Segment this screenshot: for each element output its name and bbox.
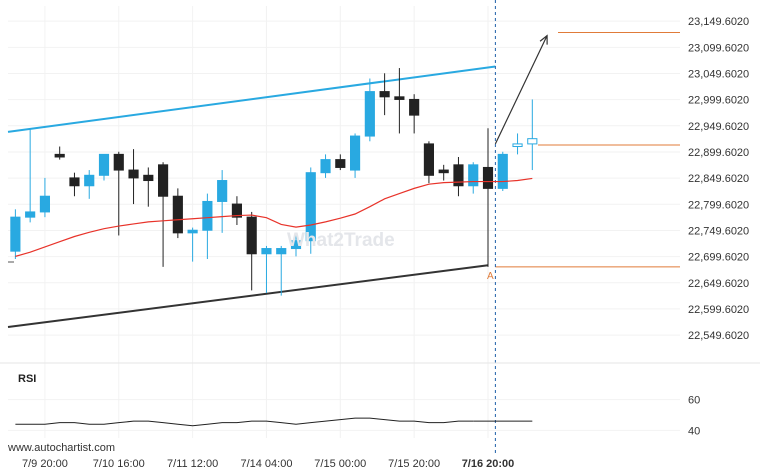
price-tick-label: 23,049.6020 (688, 68, 749, 80)
price-tick-label: 23,099.6020 (688, 42, 749, 54)
time-tick-label: 7/10 16:00 (93, 458, 145, 470)
candle-body (54, 153, 65, 158)
price-tick-label: 22,699.6020 (688, 252, 749, 264)
candle-body (202, 200, 213, 231)
price-tick-label: 22,849.6020 (688, 173, 749, 185)
candle-body (10, 216, 21, 252)
candle-body (276, 248, 287, 255)
candle-body (409, 98, 420, 116)
time-tick-label: 7/14 04:00 (240, 458, 292, 470)
candle-body (84, 174, 95, 187)
support-line (7, 264, 489, 329)
watermark: What2Trade (287, 230, 395, 251)
time-tick-label: 7/16 20:00 (462, 458, 515, 470)
candle-body (113, 153, 124, 171)
time-tick-label: 7/15 20:00 (388, 458, 440, 470)
candle-body (69, 177, 80, 187)
pattern-point-label: A (487, 271, 494, 282)
candle-body (39, 195, 51, 213)
candle-body (527, 138, 538, 145)
axes: 23,149.6020 23,099.6020 23,049.6020 22,999.… (22, 16, 749, 470)
price-tick-label: 22,799.6020 (688, 199, 749, 211)
candle-body (157, 164, 169, 197)
candle-body (128, 169, 139, 179)
price-tick-label: 22,599.6020 (688, 304, 749, 316)
candle-body (453, 164, 464, 187)
candle-body (394, 96, 405, 100)
price-tick-label: 23,149.6020 (688, 16, 749, 28)
rsi-level-label: 60 (688, 395, 700, 407)
time-tick-label: 7/11 12:00 (167, 458, 218, 470)
main-plot: A (7, 0, 680, 455)
source-footer: www.autochartist.com (8, 442, 115, 454)
candle-body (349, 135, 361, 171)
candle-body (335, 159, 346, 168)
moving-average-line (15, 177, 533, 257)
price-tick-label: 22,749.6020 (688, 225, 749, 237)
projection-arrow (494, 35, 548, 145)
candle-body (423, 143, 435, 176)
candle-body (143, 174, 154, 182)
candle-body (305, 172, 316, 242)
price-tick-label: 22,949.6020 (688, 121, 749, 133)
projection-arrow-head (539, 34, 548, 45)
time-tick-label: 7/15 00:00 (314, 458, 366, 470)
candle-body (290, 240, 302, 250)
grid-layer (8, 6, 680, 438)
candle-body (217, 180, 228, 202)
candle-body (246, 216, 257, 255)
price-tick-label: 22,649.6020 (688, 278, 749, 290)
time-tick-label: 7/9 20:00 (22, 458, 68, 470)
candle-body (512, 143, 523, 148)
candle-body (497, 153, 508, 189)
candle-body (482, 166, 494, 189)
candle-body (98, 153, 110, 176)
candle-body (231, 203, 243, 218)
candle-body (438, 169, 449, 174)
resistance-line (7, 65, 496, 133)
rsi-line (15, 417, 474, 427)
price-tick-label: 22,549.6020 (688, 330, 749, 342)
candle-body (187, 229, 198, 234)
price-tick-label: 22,999.6020 (688, 95, 749, 107)
candle-body (172, 195, 183, 234)
price-tick-label: 22,899.6020 (688, 147, 749, 159)
candle-body (379, 91, 390, 98)
candle-body (320, 159, 331, 174)
rsi-panel: 60 40 (0, 362, 760, 437)
candle-body (261, 248, 272, 255)
candle-body (364, 91, 375, 137)
rsi-level-label: 40 (688, 425, 700, 437)
candle-body (468, 164, 479, 187)
rsi-title: RSI (18, 373, 36, 385)
candle-body (25, 211, 36, 218)
